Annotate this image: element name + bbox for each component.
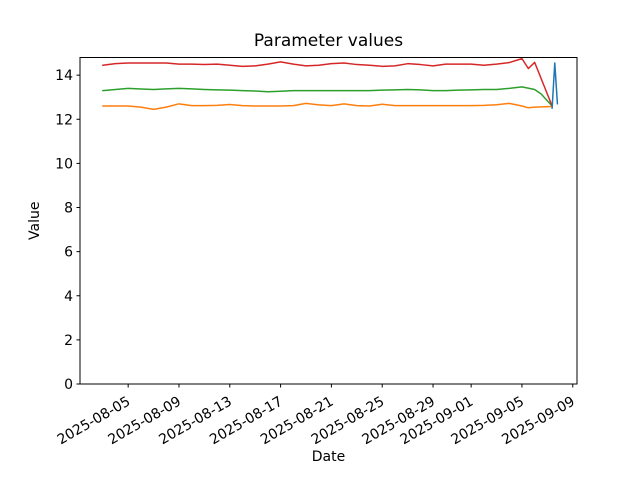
y-tick-label: 0 [64,377,73,393]
y-tick-label: 4 [64,289,73,305]
y-tick-label: 12 [55,112,73,128]
axes-box [79,57,578,385]
y-tick-label: 14 [55,68,73,84]
series-green-line [102,86,553,107]
y-axis-label: Value [27,202,43,240]
y-tick-label: 6 [64,245,73,261]
y-tick-label: 10 [55,156,73,172]
series-red-line [102,57,553,107]
series-orange-line [102,102,553,111]
x-axis-label: Date [312,449,345,465]
series-blue-line [551,62,559,109]
chart-title: Parameter values [254,31,403,51]
y-tick-label: 2 [64,333,73,349]
y-tick-label: 8 [64,201,73,217]
